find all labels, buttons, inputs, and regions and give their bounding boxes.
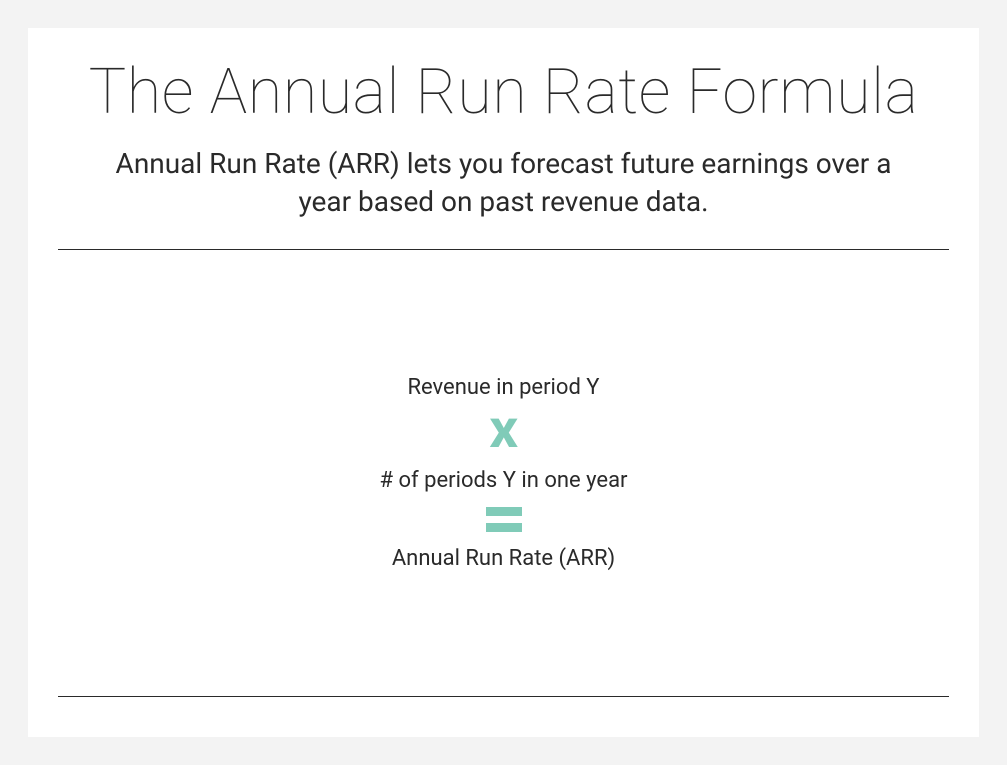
equals-bar-bottom <box>486 523 522 532</box>
equals-icon <box>486 507 522 532</box>
page-subtitle: Annual Run Rate (ARR) lets you forecast … <box>94 145 914 221</box>
bottom-divider <box>58 696 949 697</box>
formula-result: Annual Run Rate (ARR) <box>392 546 615 571</box>
formula-card: The Annual Run Rate Formula Annual Run R… <box>28 28 979 737</box>
formula-term-1: Revenue in period Y <box>407 375 599 400</box>
formula-term-2: # of periods Y in one year <box>379 468 627 493</box>
equals-bar-top <box>486 507 522 516</box>
page-title: The Annual Run Rate Formula <box>58 58 949 127</box>
multiply-icon: X <box>490 414 517 454</box>
formula-block: Revenue in period Y X # of periods Y in … <box>58 250 949 696</box>
